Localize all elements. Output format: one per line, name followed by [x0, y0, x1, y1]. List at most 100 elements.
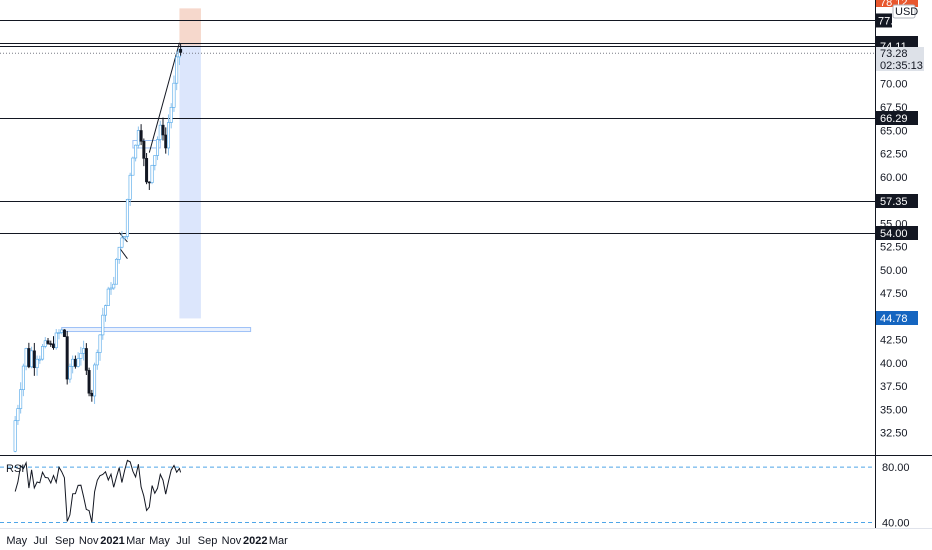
support-zone[interactable]: [61, 327, 252, 333]
candle-body: [87, 370, 91, 394]
time-axis-label: May: [6, 535, 27, 547]
currency-badge[interactable]: [892, 4, 916, 19]
time-axis-label: May: [149, 535, 170, 547]
price-pane[interactable]: [0, 8, 875, 453]
price-axis[interactable]: 32.5035.0037.5040.0042.5045.0047.5050.00…: [880, 55, 910, 529]
time-axis-label: Jul: [34, 535, 48, 547]
candle-body: [43, 340, 47, 347]
candle-body: [32, 350, 36, 369]
candle-body: [101, 314, 105, 336]
candle-body: [98, 334, 102, 353]
candle-body: [82, 348, 86, 354]
currency-label: USD: [895, 6, 918, 18]
candle-body: [120, 237, 124, 248]
candle-body: [41, 346, 45, 360]
candle-body: [164, 134, 168, 149]
candle-body: [30, 350, 34, 368]
candle-body: [21, 365, 25, 390]
candle-body: [158, 124, 162, 140]
take-profit-zone[interactable]: [179, 45, 201, 319]
time-axis-label: Nov: [222, 535, 242, 547]
level-price-label-box: [876, 194, 918, 208]
price-tick-label: 40.00: [880, 358, 908, 370]
candle-body: [71, 358, 75, 367]
price-labels: 78.1277.__74.3474.1166.2957.3554.00USD73…: [876, 0, 924, 325]
time-axis-label: 2021: [100, 535, 124, 547]
candle-body: [145, 158, 149, 183]
candle-body: [142, 141, 146, 159]
rsi-label: RSI: [6, 463, 24, 475]
candle-body: [112, 283, 116, 289]
target-price-box: [876, 311, 918, 325]
time-axis-label: Mar: [269, 535, 288, 547]
candle-body: [139, 130, 143, 142]
candle-body: [166, 122, 170, 149]
candle-body: [131, 157, 135, 176]
rsi-pane[interactable]: RSI: [0, 459, 875, 523]
candle-body: [57, 332, 61, 334]
candle-body: [60, 329, 64, 333]
candle-body: [90, 392, 94, 397]
candle-body: [93, 364, 97, 397]
candle-body: [125, 198, 129, 237]
candle-body: [54, 332, 58, 349]
price-tick-label: 42.50: [880, 335, 908, 347]
candle-body: [169, 107, 173, 123]
time-axis[interactable]: May Jul Sep Nov 2021 Mar May Jul Sep Nov 2022 Mar: [6, 535, 288, 547]
stop-price-box: [876, 0, 918, 7]
candle-body: [156, 139, 160, 156]
time-axis-label: Sep: [198, 535, 218, 547]
rsi-tick-label: 40.00: [882, 517, 910, 529]
candle-body: [109, 287, 113, 290]
candle-body: [27, 348, 31, 368]
trend-line[interactable]: [148, 42, 180, 153]
current-price-box: [876, 47, 924, 71]
candle-body: [24, 348, 28, 367]
candle-body: [172, 82, 176, 108]
time-axis-label: Nov: [79, 535, 99, 547]
candle-body: [19, 389, 23, 409]
candle-body: [136, 130, 140, 146]
candle-body: [79, 352, 83, 359]
candle-body: [84, 348, 88, 371]
level-price-label: 66.29: [880, 113, 908, 125]
stop-price-label: 78.12: [880, 0, 908, 9]
candle-body: [68, 366, 72, 380]
candle-body: [16, 408, 20, 422]
candle-body: [161, 124, 165, 136]
candle-body: [150, 165, 154, 183]
stop-loss-zone[interactable]: [179, 8, 201, 46]
time-axis-label: 2022: [243, 535, 267, 547]
price-tick-label: 65.00: [880, 125, 908, 137]
candle-body: [73, 358, 77, 367]
candle-body: [179, 48, 183, 53]
level-price-label-box: [876, 226, 918, 240]
price-tick-label: 32.50: [880, 428, 908, 440]
candle-body: [147, 181, 151, 184]
candle-body: [134, 144, 138, 159]
candle-body: [65, 336, 69, 380]
target-price-label: 44.78: [880, 313, 908, 325]
level-price-label: 54.00: [880, 228, 908, 240]
time-axis-label: Mar: [126, 535, 145, 547]
rsi-tick-label: 80.00: [882, 462, 910, 474]
candle-body: [62, 329, 66, 337]
price-tick-label: 62.50: [880, 149, 908, 161]
candle-body: [38, 358, 42, 361]
candle-body: [51, 343, 55, 349]
candle-body: [13, 420, 17, 452]
price-tick-label: 35.00: [880, 404, 908, 416]
price-tick-label: 52.50: [880, 242, 908, 254]
candle-body: [35, 358, 39, 369]
candle-body: [95, 352, 99, 366]
candle-body: [76, 358, 80, 367]
candle-body: [114, 259, 118, 285]
rsi-line[interactable]: [14, 459, 182, 523]
candle-body: [46, 340, 50, 344]
candle-body: [49, 343, 53, 345]
price-tick-label: 47.50: [880, 288, 908, 300]
consolidation-zone[interactable]: [132, 140, 161, 149]
